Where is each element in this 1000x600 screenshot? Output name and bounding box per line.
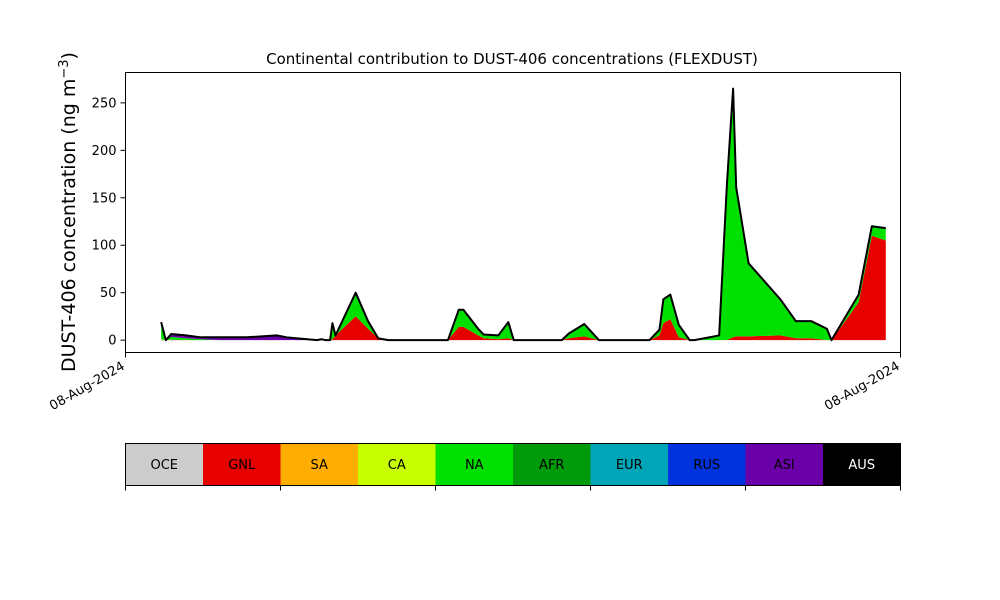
y-tick-label: 50	[100, 286, 117, 301]
legend-label-na: NA	[465, 458, 484, 473]
y-tick-label: 100	[92, 239, 117, 254]
y-tick-label: 150	[92, 191, 117, 206]
x-tick-label: 08-Aug-2024	[822, 359, 902, 414]
legend-label-gnl: GNL	[228, 458, 256, 473]
legend-label-afr: AFR	[539, 458, 564, 473]
y-axis-label: DUST-406 concentration (ng m−3)	[57, 52, 81, 372]
y-axis-ticks: 0 50 100 150 200 250	[92, 96, 126, 349]
legend-swatch-afr	[513, 443, 591, 486]
y-axis-label-close: )	[58, 52, 80, 59]
legend-swatch-sa	[280, 443, 359, 486]
legend-frame	[125, 443, 901, 486]
total-concentration-line	[160, 87, 886, 342]
legend-label-eur: EUR	[616, 458, 643, 473]
legend-label-sa: SA	[311, 458, 328, 473]
plot-frame	[125, 72, 901, 353]
legend-swatch-rus	[668, 443, 746, 486]
x-axis-ticks: 08-Aug-2024 08-Aug-2024	[47, 352, 903, 414]
legend-swatch-ca	[358, 443, 436, 486]
legend-swatch-oce	[125, 443, 204, 486]
region-colorbar-legend: OCE GNL SA CA NA AFR EUR RUS ASI AUS	[125, 443, 901, 491]
legend-swatch-na	[435, 443, 514, 486]
chart-title: Continental contribution to DUST-406 con…	[266, 50, 758, 68]
legend-swatch-eur	[590, 443, 669, 486]
y-tick-label: 250	[92, 96, 117, 111]
legend-label-aus: AUS	[848, 458, 875, 473]
legend-swatch-gnl	[203, 443, 281, 486]
legend-label-rus: RUS	[693, 458, 720, 473]
legend-swatch-aus	[823, 443, 901, 486]
y-tick-label: 200	[92, 144, 117, 159]
y-axis-label-main: DUST-406 concentration (ng m	[58, 79, 80, 372]
stacked-areas	[161, 88, 886, 341]
legend-swatch-asi	[745, 443, 824, 486]
y-axis-label-superscript: −3	[57, 59, 72, 78]
y-tick-label: 0	[108, 334, 116, 349]
legend-label-ca: CA	[388, 458, 406, 473]
area-na	[161, 88, 886, 341]
plot-area: 0 50 100 150 200 250 08-Aug-2024 08-Aug-2024	[47, 72, 903, 414]
legend-label-asi: ASI	[774, 458, 795, 473]
legend-label-oce: OCE	[150, 458, 178, 473]
